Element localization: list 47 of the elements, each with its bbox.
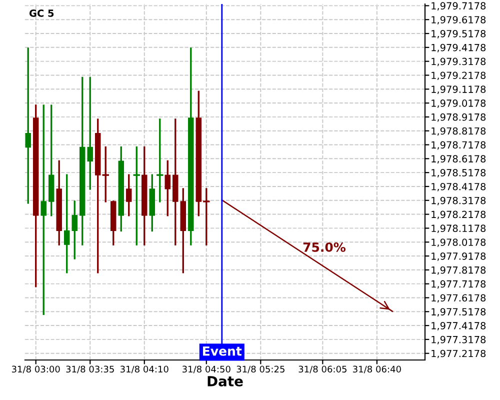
candlestick bbox=[64, 174, 70, 274]
candlestick bbox=[156, 118, 164, 202]
y-tick-label: 1,978.8178 bbox=[432, 127, 486, 136]
y-tick-label: 1,977.7178 bbox=[432, 280, 486, 289]
y-tick-label: 1,978.4178 bbox=[432, 182, 486, 192]
candlestick bbox=[133, 146, 140, 246]
y-tick-label: 1,978.7178 bbox=[432, 141, 486, 150]
y-tick-label: 1,979.5178 bbox=[432, 30, 486, 38]
y-tick-label: 1,979.7178 bbox=[432, 2, 486, 11]
ref-line-label: Event bbox=[203, 346, 242, 356]
candlestick bbox=[72, 200, 78, 260]
x-axis-title: Date bbox=[208, 376, 243, 386]
candlestick bbox=[102, 146, 109, 202]
y-tick-label: 1,978.2178 bbox=[432, 210, 486, 220]
y-tick-label: 1,978.9178 bbox=[432, 113, 486, 122]
x-tick-label: 31/8 04:50 bbox=[182, 366, 230, 374]
annotation: 75.0% bbox=[303, 242, 346, 252]
y-tick-label: 1,977.5178 bbox=[432, 308, 486, 316]
x-tick-label: 31/8 06:40 bbox=[353, 366, 401, 374]
y-tick-label: 1,977.8178 bbox=[432, 266, 486, 275]
y-tick-label: 1,979.6178 bbox=[432, 16, 486, 24]
chart-title: GC 5 bbox=[29, 10, 54, 17]
y-tick-label: 1,977.3178 bbox=[432, 336, 486, 344]
x-tick-label: 31/8 04:10 bbox=[120, 366, 168, 374]
candlestick bbox=[164, 160, 171, 216]
y-tick-label: 1,978.3178 bbox=[432, 196, 486, 206]
x-tick-label: 31/8 03:35 bbox=[66, 366, 114, 374]
y-tick-label: 1,978.5178 bbox=[432, 169, 486, 178]
y-tick-label: 1,979.0178 bbox=[432, 100, 486, 108]
y-tick-label: 1,979.1178 bbox=[432, 86, 486, 94]
y-tick-label: 1,978.0178 bbox=[432, 238, 486, 247]
x-tick-label: 31/8 05:25 bbox=[236, 366, 284, 374]
y-tick-label: 1,979.2178 bbox=[432, 72, 486, 80]
candlestick bbox=[87, 76, 93, 190]
candlestick bbox=[126, 174, 132, 216]
y-tick-label: 1,979.3178 bbox=[432, 58, 486, 66]
y-tick-label: 1,977.9178 bbox=[432, 252, 486, 261]
y-tick-label: 1,978.1178 bbox=[432, 224, 486, 234]
y-tick-label: 1,977.6178 bbox=[432, 294, 486, 303]
y-tick-label: 1,979.4178 bbox=[432, 44, 486, 52]
candlestick bbox=[25, 48, 31, 204]
x-tick-label: 31/8 06:05 bbox=[298, 366, 346, 374]
candlestick bbox=[40, 104, 46, 315]
x-tick-label: 31/8 03:00 bbox=[12, 366, 60, 374]
y-tick-label: 1,978.6178 bbox=[432, 155, 486, 164]
y-tick-label: 1,977.2178 bbox=[432, 350, 486, 358]
y-tick-label: 1,977.4178 bbox=[432, 322, 486, 330]
